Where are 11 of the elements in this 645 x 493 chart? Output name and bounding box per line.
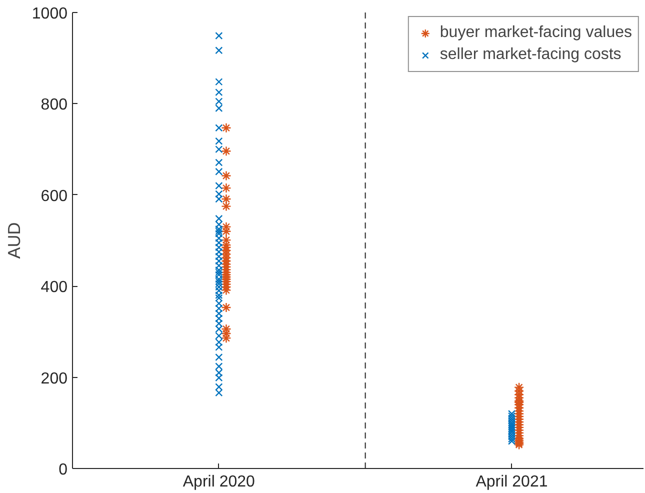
y-tick-label: 1000 [32,6,68,22]
x-tick-label: April 2020 [182,474,256,490]
y-tick-label: 0 [58,462,68,478]
legend-label: seller market-facing costs [440,46,622,64]
y-tick-label: 600 [40,188,68,205]
x-tick-label: April 2021 [476,474,548,490]
y-tick-label: 800 [40,96,68,114]
legend-label: buyer market-facing values [440,24,632,42]
y-tick-label: 400 [40,279,68,296]
y-tick-label: 200 [40,370,68,388]
y-axis-title: AUD [4,222,24,259]
